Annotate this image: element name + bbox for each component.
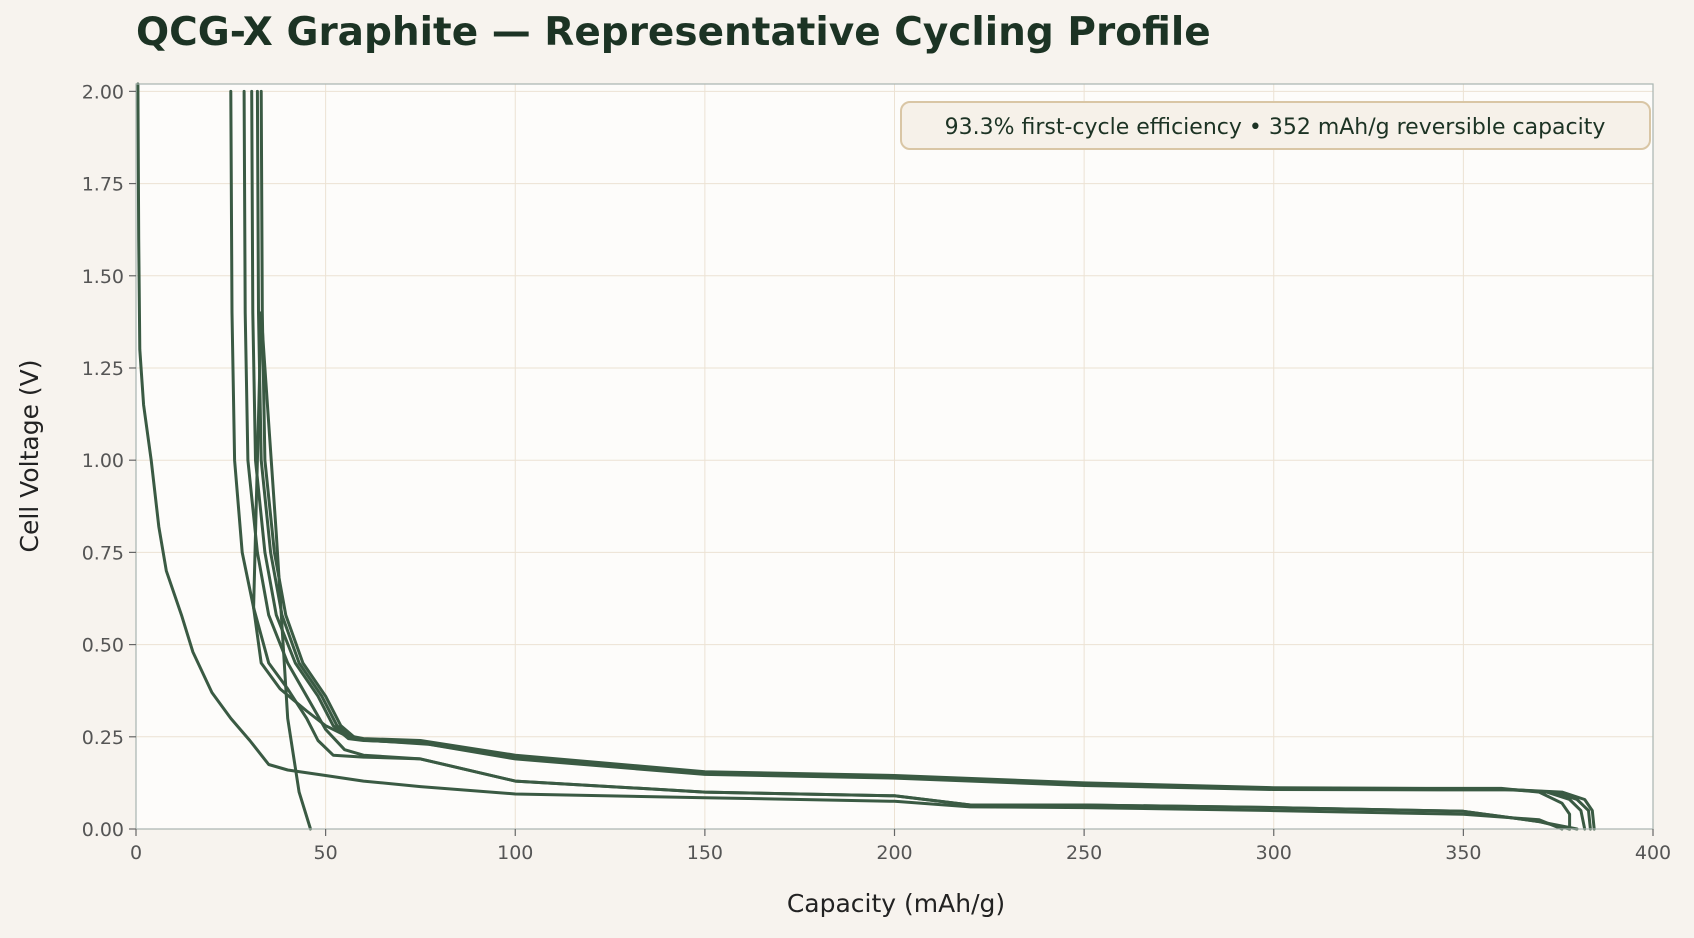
y-tick-label: 0.50 [82, 635, 124, 657]
x-tick-label: 50 [314, 842, 338, 864]
y-tick-label: 0.00 [82, 819, 124, 841]
x-tick-label: 0 [130, 842, 142, 864]
x-tick-label: 250 [1066, 842, 1102, 864]
y-axis-label: Cell Voltage (V) [15, 359, 44, 552]
y-tick-label: 1.25 [82, 358, 124, 380]
grid-lines [135, 84, 1654, 830]
y-tick-label: 0.25 [82, 727, 124, 749]
annotation-box: 93.3% first-cycle efficiency • 352 mAh/g… [900, 101, 1651, 150]
y-tick-label: 2.00 [82, 81, 124, 103]
x-tick-label: 400 [1635, 842, 1671, 864]
chart-title: QCG-X Graphite — Representative Cycling … [136, 10, 1211, 55]
series-lines [136, 82, 1596, 831]
cycle-curve-1 [136, 82, 1564, 831]
x-tick-label: 300 [1256, 842, 1292, 864]
cycle-curve-7 [259, 89, 1596, 831]
x-tick-label: 100 [497, 842, 533, 864]
y-tick-label: 0.75 [82, 542, 124, 564]
x-tick-label: 150 [687, 842, 723, 864]
x-tick-label: 350 [1445, 842, 1481, 864]
y-tick-label: 1.75 [82, 174, 124, 196]
x-tick-label: 200 [876, 842, 912, 864]
cycle-curve-4 [242, 89, 1579, 831]
y-tick-label: 1.50 [82, 266, 124, 288]
x-axis-label: Capacity (mAh/g) [787, 889, 1005, 918]
annotation-text: 93.3% first-cycle efficiency • 352 mAh/g… [945, 115, 1606, 140]
axis-ticks: 0 50 100 150 200 250 300 350 400 0.00 0.25 0.50 0.75… [82, 81, 1671, 864]
y-tick-label: 1.00 [82, 450, 124, 472]
